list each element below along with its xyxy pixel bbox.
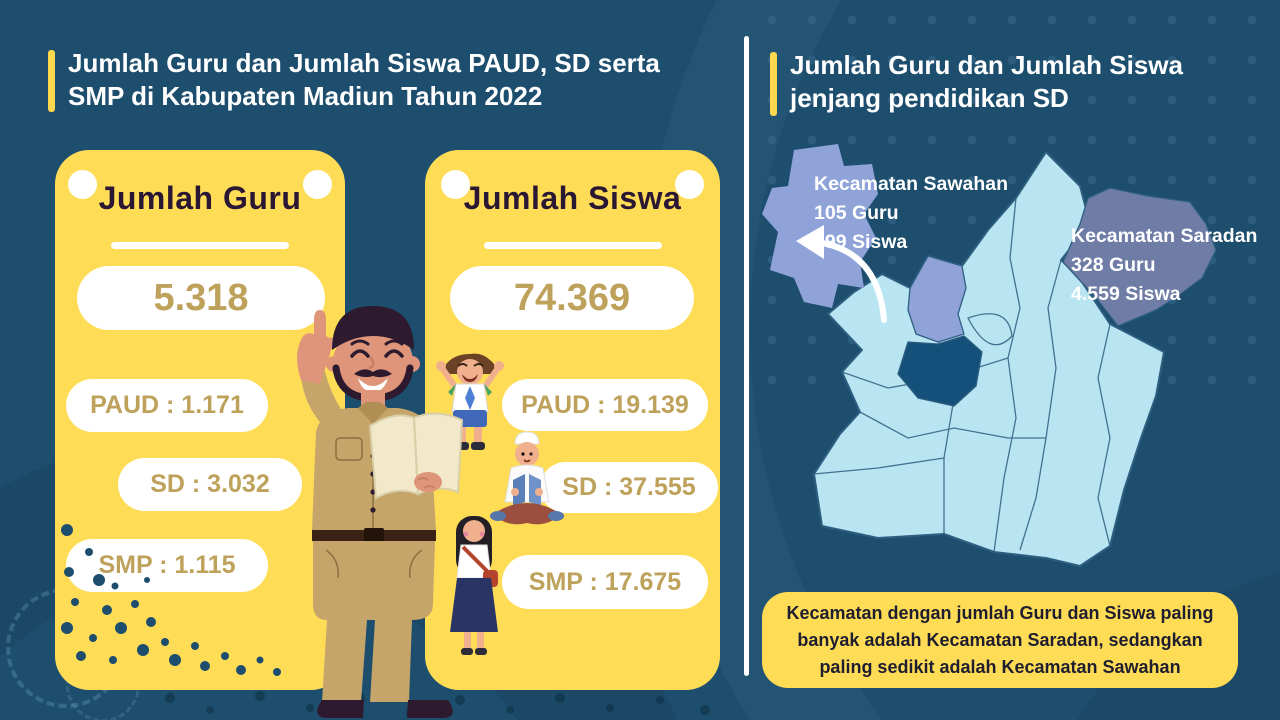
siswa-smp-pill: SMP : 17.675 (502, 555, 708, 609)
right-panel-title: Jumlah Guru dan Jumlah Siswa jenjang pen… (790, 49, 1250, 115)
arrow-icon (796, 225, 887, 323)
panel-divider (744, 36, 749, 676)
saradan-label-siswa: 4.559 Siswa (1071, 283, 1181, 305)
map-of-kabupaten-madiun (762, 144, 1217, 567)
guru-paud-pill: PAUD : 1.171 (66, 379, 268, 432)
right-title-line-2: jenjang pendidikan SD (790, 83, 1069, 113)
conclusion-note-box: Kecamatan dengan jumlah Guru dan Siswa p… (762, 592, 1238, 688)
pin-hole-icon (68, 170, 97, 199)
pin-hole-icon (441, 170, 470, 199)
title-underline (484, 242, 662, 249)
map-sawahan-enlarged (762, 144, 878, 308)
sawahan-label-siswa: 899 Siswa (814, 231, 908, 253)
saradan-label-name: Kecamatan Saradan (1071, 225, 1258, 247)
title-accent-bar-left (48, 50, 55, 112)
siswa-sd-pill: SD : 37.555 (540, 462, 718, 513)
title-underline (111, 242, 289, 249)
smp-student-illustration (450, 516, 498, 655)
teacher-illustration (297, 306, 464, 718)
left-panel-title: Jumlah Guru dan Jumlah Siswa PAUD, SD se… (68, 47, 728, 113)
guru-card: Jumlah Guru 5.318 PAUD : 1.171 SD : 3.03… (55, 150, 345, 690)
guru-total-pill: 5.318 (77, 266, 325, 330)
siswa-paud-pill: PAUD : 19.139 (502, 379, 708, 431)
conclusion-note-text: Kecamatan dengan jumlah Guru dan Siswa p… (786, 602, 1214, 677)
saradan-label-guru: 328 Guru (1071, 254, 1156, 276)
right-title-line-1: Jumlah Guru dan Jumlah Siswa (790, 50, 1183, 80)
siswa-card-title: Jumlah Siswa (463, 180, 682, 216)
sawahan-label-guru: 105 Guru (814, 202, 899, 224)
pin-hole-icon (303, 170, 332, 199)
title-accent-bar-right (770, 52, 777, 116)
left-title-line-2: SMP di Kabupaten Madiun Tahun 2022 (68, 81, 543, 111)
map-district-sawahan (907, 255, 967, 343)
map-district-saradan (1062, 187, 1217, 327)
siswa-total-pill: 74.369 (450, 266, 694, 330)
sawahan-label-name: Kecamatan Sawahan (814, 173, 1009, 195)
sawahan-map-label: Kecamatan Sawahan 105 Guru 899 Siswa (814, 170, 1008, 257)
guru-sd-pill: SD : 3.032 (118, 458, 302, 511)
sd-student-illustration (490, 431, 564, 525)
saradan-map-label: Kecamatan Saradan 328 Guru 4.559 Siswa (1071, 222, 1257, 309)
dot-cluster-decoration (61, 524, 281, 676)
left-title-line-1: Jumlah Guru dan Jumlah Siswa PAUD, SD se… (68, 48, 660, 78)
map-district-dark (897, 335, 983, 407)
pin-hole-icon (675, 170, 704, 199)
guru-card-title: Jumlah Guru (98, 180, 302, 216)
